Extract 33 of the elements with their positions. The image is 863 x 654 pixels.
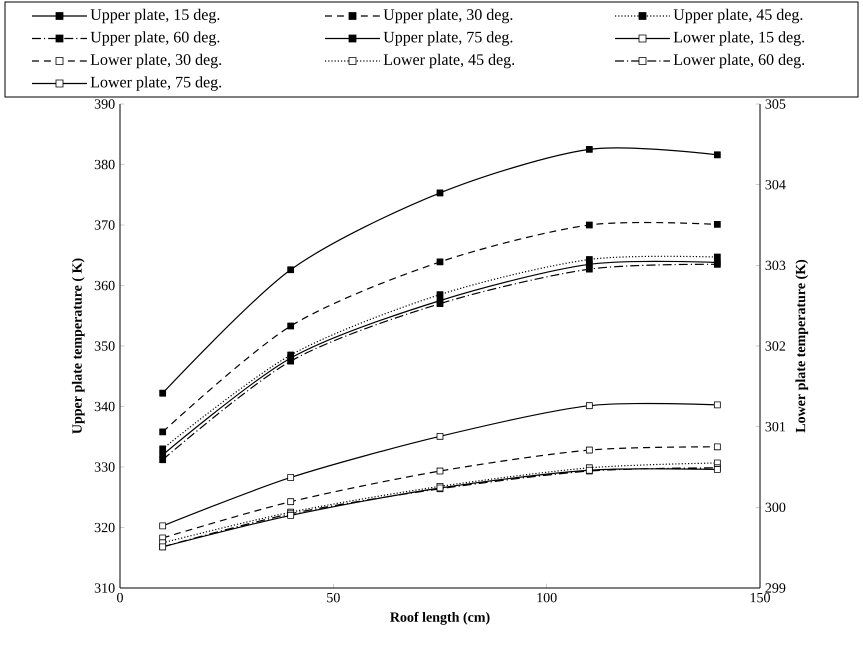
legend-label: Upper plate, 45 deg.: [674, 8, 802, 24]
y-tick-label: 320: [94, 522, 115, 532]
y-tick-label: 330: [94, 462, 115, 472]
x-axis-title: Roof length (cm): [390, 612, 490, 625]
legend-label: Upper plate, 60 deg.: [90, 31, 220, 46]
y-tick-label: 350: [94, 341, 115, 351]
legend-label: Lower plate, 75 deg.: [90, 76, 222, 91]
y2-tick-label: 302: [766, 341, 786, 351]
y-axis-title: Upper plate temperature ( K): [72, 258, 85, 434]
y2-tick-label: 305: [766, 99, 786, 109]
legend-label: Upper plate, 75 deg.: [384, 31, 512, 46]
y2-tick-label: 301: [766, 422, 786, 432]
y-tick-label: 390: [94, 99, 115, 109]
y2-tick-label: 304: [766, 180, 786, 190]
y-tick-label: 380: [94, 160, 115, 170]
legend-label: Lower plate, 15 deg.: [674, 31, 804, 46]
x-tick-label: 50: [327, 592, 340, 602]
y2-tick-label: 303: [766, 260, 786, 270]
y-tick-label: 310: [94, 583, 115, 593]
y-tick-label: 370: [94, 220, 115, 230]
y-tick-label: 340: [94, 402, 115, 412]
x-tick-label: 150: [750, 592, 770, 602]
y2-axis-title: Lower plate temperature (K): [795, 260, 808, 433]
legend-label: Lower plate, 30 deg.: [90, 54, 222, 68]
legend-label: Upper plate, 15 deg.: [90, 8, 220, 24]
y2-tick-label: 300: [766, 502, 786, 512]
legend-label: Lower plate, 60 deg.: [674, 54, 804, 68]
x-tick-label: 100: [537, 592, 557, 602]
x-tick-label: 0: [117, 592, 123, 602]
legend-label: Upper plate, 30 deg.: [384, 8, 512, 24]
y2-tick-label: 299: [765, 583, 786, 593]
legend-label: Lower plate, 45 deg.: [384, 54, 514, 68]
y-tick-label: 360: [94, 280, 115, 290]
